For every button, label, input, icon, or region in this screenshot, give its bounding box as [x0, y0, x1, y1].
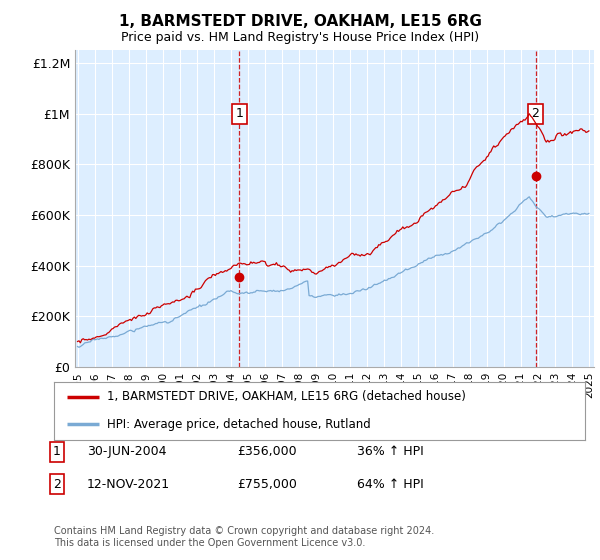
- Text: HPI: Average price, detached house, Rutland: HPI: Average price, detached house, Rutl…: [107, 418, 371, 431]
- Text: Price paid vs. HM Land Registry's House Price Index (HPI): Price paid vs. HM Land Registry's House …: [121, 31, 479, 44]
- Text: 1, BARMSTEDT DRIVE, OAKHAM, LE15 6RG: 1, BARMSTEDT DRIVE, OAKHAM, LE15 6RG: [119, 14, 481, 29]
- Text: £755,000: £755,000: [237, 478, 297, 491]
- Text: £356,000: £356,000: [237, 445, 296, 459]
- Text: Contains HM Land Registry data © Crown copyright and database right 2024.
This d: Contains HM Land Registry data © Crown c…: [54, 526, 434, 548]
- Text: 1, BARMSTEDT DRIVE, OAKHAM, LE15 6RG (detached house): 1, BARMSTEDT DRIVE, OAKHAM, LE15 6RG (de…: [107, 390, 466, 403]
- Text: 36% ↑ HPI: 36% ↑ HPI: [357, 445, 424, 459]
- Text: 12-NOV-2021: 12-NOV-2021: [87, 478, 170, 491]
- Text: 1: 1: [235, 107, 244, 120]
- Text: 2: 2: [532, 107, 539, 120]
- Text: 2: 2: [53, 478, 61, 491]
- Text: 1: 1: [53, 445, 61, 459]
- Text: 64% ↑ HPI: 64% ↑ HPI: [357, 478, 424, 491]
- Text: 30-JUN-2004: 30-JUN-2004: [87, 445, 167, 459]
